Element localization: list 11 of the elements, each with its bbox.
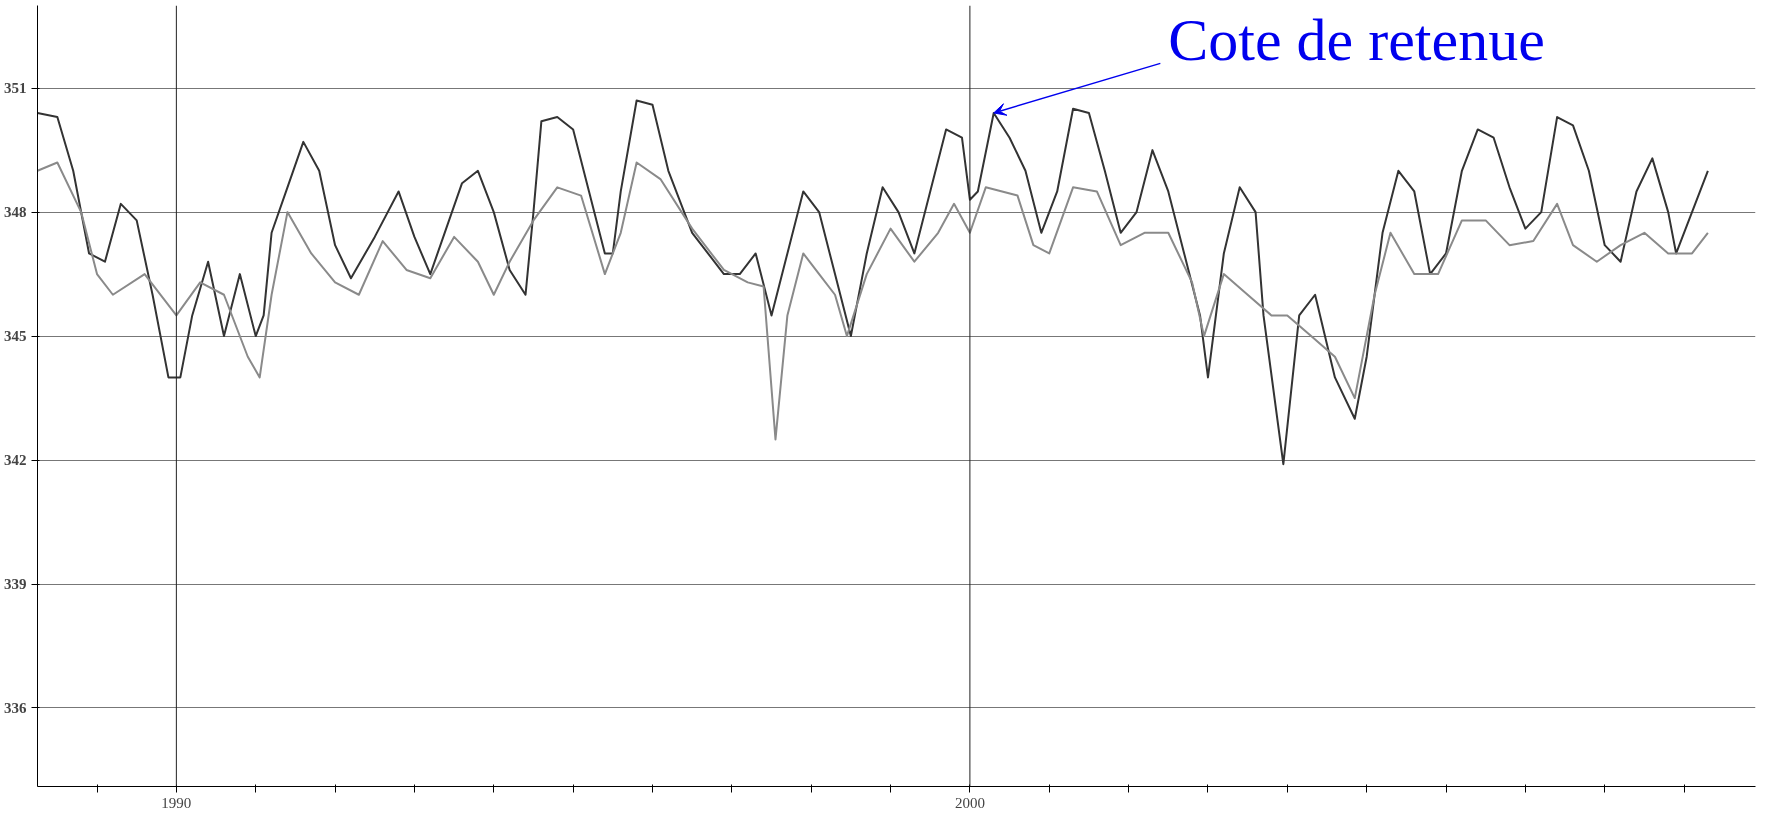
x-tick-label: 1990 (161, 794, 192, 811)
line-series (37, 161, 1709, 441)
y-tick-label: 339 (4, 576, 27, 593)
y-tick-label: 351 (4, 80, 27, 97)
line-series (37, 99, 1709, 466)
x-tick-label: 2000 (954, 794, 985, 811)
y-tick-label: 336 (4, 699, 27, 716)
annotation: Cote de retenue (1168, 7, 1545, 74)
y-tick-label: 345 (4, 328, 27, 345)
y-tick-label: 342 (4, 452, 27, 469)
y-tick-label: 348 (4, 204, 27, 221)
